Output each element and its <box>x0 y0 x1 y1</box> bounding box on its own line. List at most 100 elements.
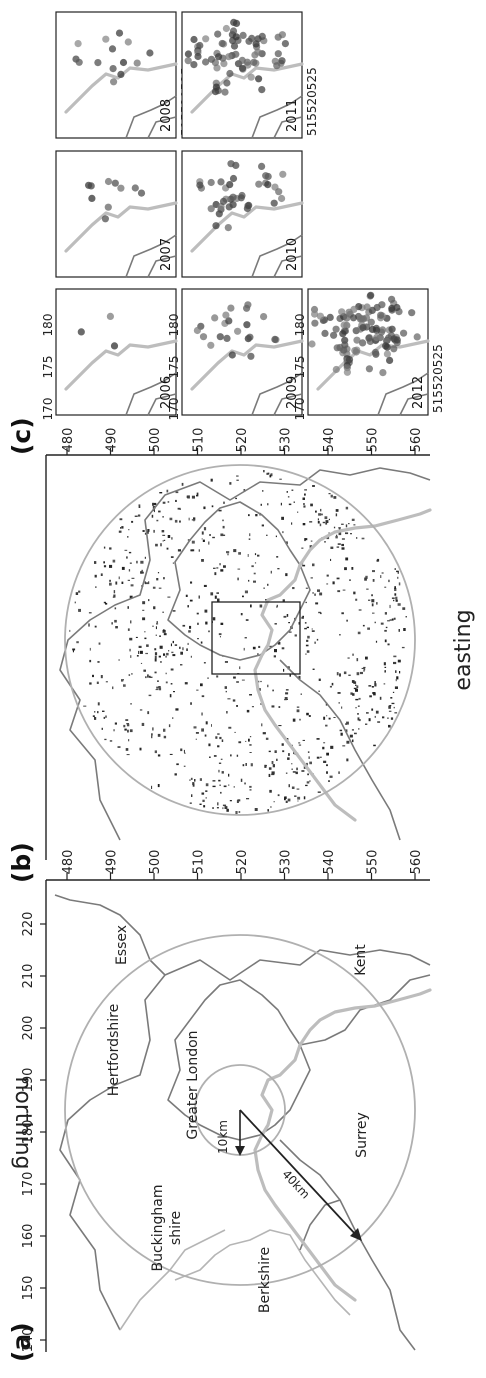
landcover-patch <box>394 712 398 714</box>
landcover-patch <box>397 659 401 663</box>
landcover-patch <box>151 733 153 736</box>
tick-label-northing-c: 175 <box>293 356 307 379</box>
arrowhead-10km <box>235 1146 245 1156</box>
region-label-hertfordshire: Hertfordshire <box>106 1004 122 1096</box>
occurrence-point <box>247 352 255 360</box>
landcover-patch <box>229 482 232 485</box>
occurrence-point <box>255 180 263 188</box>
landcover-patch <box>128 551 132 554</box>
landcover-patch <box>358 609 362 611</box>
occurrence-point <box>262 172 270 180</box>
occurrence-point <box>248 34 256 43</box>
region-label-kent: Kent <box>353 944 369 976</box>
landcover-patch <box>97 711 99 714</box>
occurrence-point <box>339 330 347 338</box>
landcover-patch <box>329 775 333 778</box>
landcover-patch <box>172 654 176 657</box>
occurrence-point <box>383 350 391 358</box>
landcover-patch <box>328 518 330 521</box>
landcover-patch <box>217 598 220 602</box>
landcover-patch <box>287 757 290 760</box>
landcover-patch <box>78 608 81 612</box>
landcover-patch <box>174 773 177 776</box>
occurrence-point <box>333 344 341 352</box>
landcover-patch <box>341 543 344 547</box>
landcover-patch <box>307 751 310 753</box>
landcover-patch <box>384 670 386 673</box>
county-boundary-b-south <box>279 659 401 841</box>
landcover-patch <box>377 558 380 562</box>
landcover-patch <box>339 729 343 732</box>
occurrence-point <box>222 24 230 33</box>
occurrence-point <box>137 189 146 197</box>
boundary-small <box>273 116 303 139</box>
occurrence-point <box>110 342 119 350</box>
landcover-patch <box>191 495 195 499</box>
occurrence-point <box>393 303 401 312</box>
landcover-patch <box>208 541 210 545</box>
landcover-patch <box>179 646 181 649</box>
tick-label-easting-b: 520 <box>235 428 250 453</box>
landcover-patch <box>88 612 92 614</box>
landcover-patch <box>312 485 315 487</box>
landcover-patch <box>236 800 239 803</box>
landcover-patch <box>332 581 335 585</box>
northing-ticks-a: 140 150 160 170 180 190 200 210 220 <box>21 912 46 1352</box>
boundary-small <box>273 255 303 278</box>
landcover-patch <box>201 531 204 535</box>
landcover-patch <box>278 725 282 727</box>
county-boundary-surrey <box>279 1139 416 1351</box>
small-map-frame <box>55 11 177 139</box>
occurrence-point <box>222 311 230 319</box>
landcover-patch <box>105 602 108 605</box>
landcover-patch <box>336 672 339 676</box>
occurrence-point <box>408 309 416 317</box>
landcover-patch <box>147 711 150 715</box>
landcover-patch <box>247 554 249 557</box>
landcover-patch <box>203 506 206 510</box>
landcover-patch <box>298 744 302 746</box>
landcover-patch <box>352 653 354 656</box>
landcover-patch <box>393 661 397 665</box>
landcover-patch <box>118 659 120 661</box>
landcover-patch <box>224 806 228 809</box>
landcover-patch <box>333 717 336 718</box>
landcover-patch <box>302 564 306 567</box>
landcover-patch <box>121 581 124 584</box>
landcover-patch <box>113 594 116 598</box>
landcover-patch <box>226 551 230 554</box>
landcover-patch <box>371 708 374 711</box>
tick-label-northing: 190 <box>21 1068 36 1093</box>
tick-label-northing: 180 <box>21 1120 36 1145</box>
landcover-patch <box>246 798 250 800</box>
landcover-patch <box>347 657 350 659</box>
landcover-patch <box>154 658 157 662</box>
landcover-patch <box>201 728 204 732</box>
landcover-patch <box>152 502 154 506</box>
occurrence-point <box>400 329 408 337</box>
occurrence-point <box>345 356 354 364</box>
landcover-patch <box>283 615 287 618</box>
landcover-patch <box>222 534 226 536</box>
landcover-patch <box>151 785 153 789</box>
landcover-patch <box>126 556 128 559</box>
landcover-patch <box>251 565 254 568</box>
landcover-patch <box>134 515 138 517</box>
landcover-patch <box>383 683 386 685</box>
landcover-patch <box>374 715 376 718</box>
landcover-patch <box>191 549 195 552</box>
landcover-patch <box>237 577 239 581</box>
landcover-patch <box>233 549 237 553</box>
landcover-patch <box>228 773 230 777</box>
landcover-patch <box>372 612 375 614</box>
occurrence-point <box>365 334 373 342</box>
tick-label-easting: 560 <box>409 850 424 875</box>
landcover-patch <box>287 798 291 802</box>
occurrence-point <box>207 178 215 187</box>
river-small <box>64 201 178 253</box>
landcover-patch <box>187 605 189 608</box>
landcover-patch <box>154 655 157 659</box>
occurrence-point <box>278 57 286 65</box>
landcover-patch <box>258 645 261 648</box>
landcover-patch <box>356 658 359 662</box>
